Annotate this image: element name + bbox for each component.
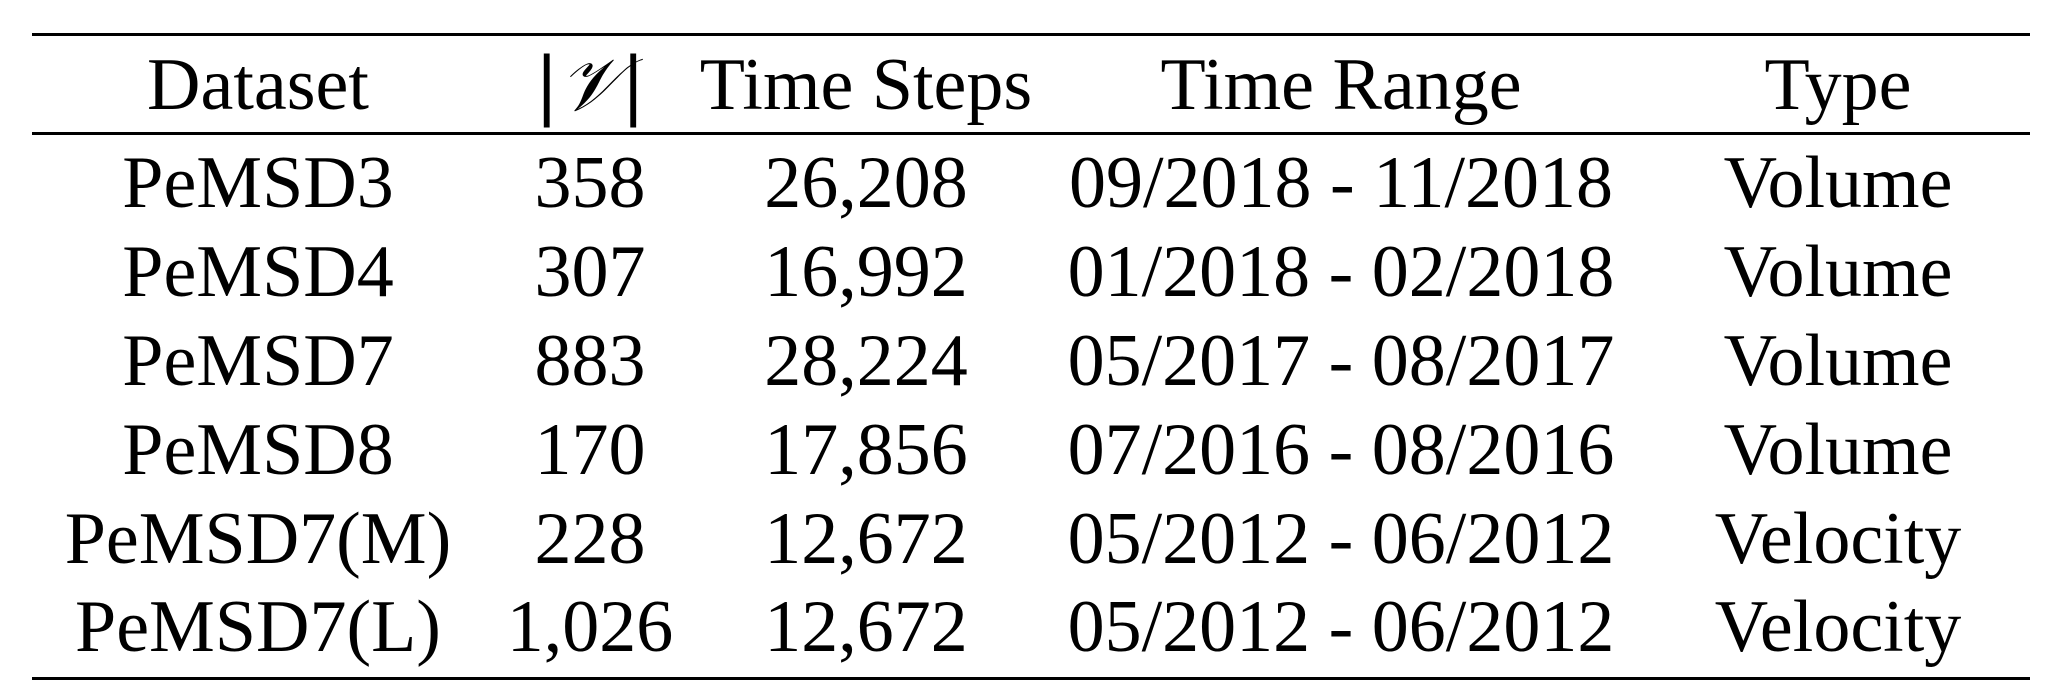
header-time-steps: Time Steps xyxy=(699,44,1033,126)
cell-time-steps: 26,208 xyxy=(764,142,968,224)
header-type: Type xyxy=(1764,44,1912,126)
header-nodes: |𝒱| xyxy=(484,35,696,134)
cell-time-range: 05/2017 - 08/2017 xyxy=(1067,319,1615,402)
header-dataset: Dataset xyxy=(147,44,369,126)
dataset-table: Dataset |𝒱| Time Steps Time Range Type P… xyxy=(32,33,2030,680)
cell-nodes: 358 xyxy=(534,142,646,224)
cell-time-range: 05/2012 - 06/2012 xyxy=(1067,586,1615,668)
cell-dataset: PeMSD8 xyxy=(122,408,394,491)
table-header-row: Dataset |𝒱| Time Steps Time Range Type xyxy=(32,34,2030,134)
cell-time-steps: 12,672 xyxy=(764,586,968,668)
cell-time-steps: 28,224 xyxy=(764,319,968,402)
cell-time-range: 09/2018 - 11/2018 xyxy=(1068,142,1613,224)
cell-type: Volume xyxy=(1723,230,1953,313)
dataset-table-container: Dataset |𝒱| Time Steps Time Range Type P… xyxy=(32,33,2030,680)
cell-time-steps: 17,856 xyxy=(764,408,968,491)
cell-type: Volume xyxy=(1723,408,1953,491)
cell-nodes: 170 xyxy=(534,408,646,491)
cell-time-range: 07/2016 - 08/2016 xyxy=(1067,408,1615,491)
header-time-range: Time Range xyxy=(1160,44,1522,126)
cell-dataset: PeMSD3 xyxy=(122,142,394,224)
cell-nodes: 228 xyxy=(534,497,646,580)
table-row: PeMSD7(L) 1,026 12,672 05/2012 - 06/2012… xyxy=(32,583,2030,679)
cell-time-range: 01/2018 - 02/2018 xyxy=(1067,230,1615,313)
cell-time-steps: 16,992 xyxy=(764,230,968,313)
cell-nodes: 1,026 xyxy=(506,586,674,668)
header-nodes-label: |𝒱| xyxy=(534,41,646,128)
table-row: PeMSD7(M) 228 12,672 05/2012 - 06/2012 V… xyxy=(32,494,2030,583)
cell-dataset: PeMSD7(M) xyxy=(64,497,452,580)
cell-dataset: PeMSD4 xyxy=(122,230,394,313)
cell-nodes: 883 xyxy=(534,319,646,402)
cell-type: Volume xyxy=(1723,142,1953,224)
cell-dataset: PeMSD7(L) xyxy=(75,586,441,668)
cell-nodes: 307 xyxy=(534,230,646,313)
table-row: PeMSD4 307 16,992 01/2018 - 02/2018 Volu… xyxy=(32,227,2030,316)
cell-time-steps: 12,672 xyxy=(764,497,968,580)
cell-type: Volume xyxy=(1723,319,1953,402)
table-row: PeMSD7 883 28,224 05/2017 - 08/2017 Volu… xyxy=(32,316,2030,405)
cell-time-range: 05/2012 - 06/2012 xyxy=(1067,497,1615,580)
table-row: PeMSD3 358 26,208 09/2018 - 11/2018 Volu… xyxy=(32,134,2030,228)
table-row: PeMSD8 170 17,856 07/2016 - 08/2016 Volu… xyxy=(32,405,2030,494)
cell-type: Velocity xyxy=(1714,497,1962,580)
cell-dataset: PeMSD7 xyxy=(122,319,394,402)
cell-type: Velocity xyxy=(1714,586,1962,668)
